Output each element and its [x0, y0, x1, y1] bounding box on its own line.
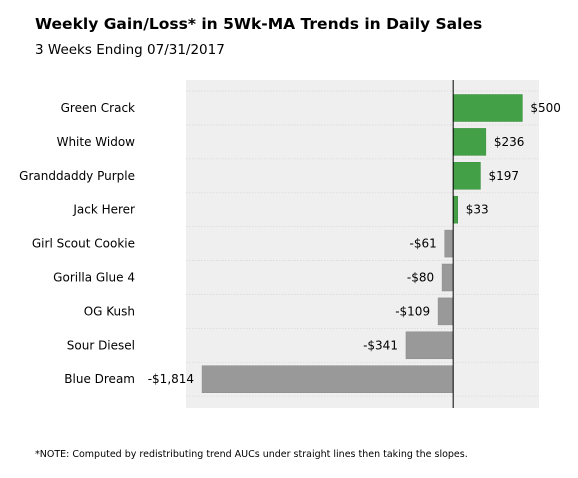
value-label: $33 — [466, 203, 489, 217]
bars — [201, 94, 523, 393]
grid-lines — [186, 90, 539, 397]
category-label: Green Crack — [61, 101, 135, 115]
category-label: Blue Dream — [64, 372, 135, 386]
category-label: Girl Scout Cookie — [32, 237, 135, 251]
footnote: *NOTE: Computed by redistributing trend … — [35, 449, 468, 460]
bar — [441, 263, 454, 292]
bar — [452, 94, 523, 122]
bar — [452, 162, 481, 190]
category-label: Jack Herer — [72, 203, 135, 217]
category-label: Gorilla Glue 4 — [53, 271, 135, 285]
bar — [437, 297, 454, 326]
category-label: Granddaddy Purple — [19, 169, 135, 183]
chart-subtitle: 3 Weeks Ending 07/31/2017 — [35, 42, 225, 58]
category-label: White Widow — [57, 135, 136, 149]
value-label: $500 — [530, 101, 561, 115]
bar — [201, 365, 454, 393]
category-label: OG Kush — [84, 304, 135, 318]
value-label: -$61 — [409, 237, 436, 251]
value-labels: $500 $236 $197 $33 -$61 -$80 -$109 -$341 -$1,814 — [148, 101, 561, 386]
bar — [452, 128, 487, 156]
bar — [405, 331, 454, 360]
value-label: -$80 — [407, 271, 434, 285]
value-label: $236 — [494, 135, 525, 149]
value-label: -$341 — [363, 338, 398, 352]
value-label: -$1,814 — [148, 372, 194, 386]
chart-title: Weekly Gain/Loss* in 5Wk-MA Trends in Da… — [35, 15, 483, 33]
category-label: Sour Diesel — [67, 338, 135, 352]
value-label: -$109 — [395, 304, 430, 318]
bar — [452, 195, 458, 224]
category-labels: Green Crack White Widow Granddaddy Purple J… — [19, 101, 135, 386]
value-label: $197 — [488, 169, 519, 183]
bar — [444, 229, 454, 258]
